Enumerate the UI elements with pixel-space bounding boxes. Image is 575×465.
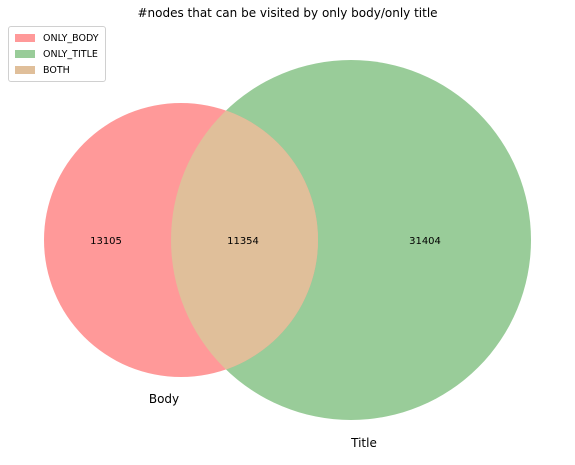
legend-label-both: BOTH	[43, 64, 70, 76]
only-body-count: 13105	[90, 236, 122, 247]
legend-swatch-only-body	[15, 34, 35, 42]
intersection-region	[171, 103, 318, 377]
diagram-title: #nodes that can be visited by only body/…	[137, 6, 438, 20]
legend-item-only-body: ONLY_BODY	[15, 30, 99, 46]
both-count: 11354	[227, 236, 259, 247]
legend-label-only-body: ONLY_BODY	[43, 32, 99, 44]
title-set-label: Title	[350, 436, 377, 450]
legend-item-only-title: ONLY_TITLE	[15, 46, 99, 62]
legend-item-both: BOTH	[15, 62, 99, 78]
legend: ONLY_BODY ONLY_TITLE BOTH	[8, 26, 106, 82]
only-title-count: 31404	[409, 236, 441, 247]
legend-swatch-only-title	[15, 50, 35, 58]
legend-label-only-title: ONLY_TITLE	[43, 48, 98, 60]
body-set-label: Body	[149, 392, 179, 406]
legend-swatch-both	[15, 66, 35, 74]
